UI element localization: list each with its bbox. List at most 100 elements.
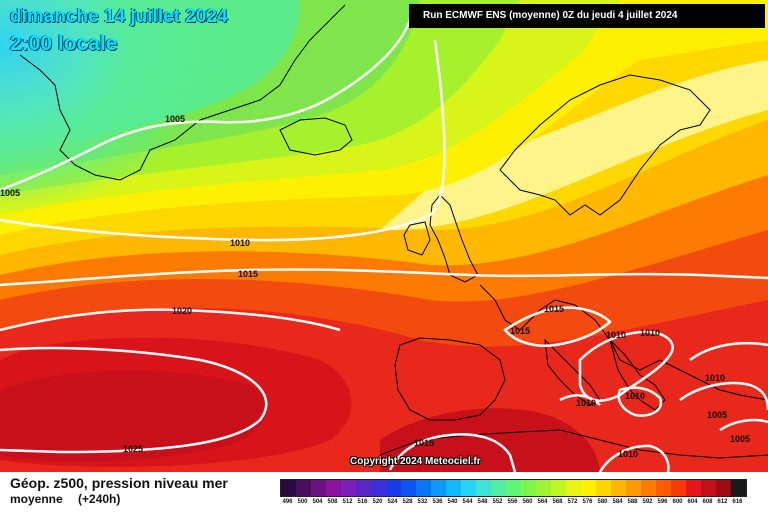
legend-swatch — [371, 480, 386, 496]
iberia-coast — [394, 337, 506, 421]
isobar-label: 1020 — [172, 306, 192, 316]
iceland-coast — [279, 117, 353, 156]
legend-swatch — [671, 480, 686, 496]
legend-label: 504 — [312, 499, 323, 505]
legend-label: 560 — [522, 499, 533, 505]
isobar-1005-north — [0, 19, 412, 192]
legend-label: 548 — [477, 499, 488, 505]
isobar-1005-east — [679, 381, 768, 411]
legend-swatch — [521, 480, 536, 496]
isobar-label: 1015 — [414, 438, 434, 448]
isobar-1015-africa — [388, 433, 517, 472]
lead-time: (+240h) — [78, 492, 121, 506]
legend-swatch — [296, 480, 311, 496]
isobar-label: 1010 — [230, 238, 250, 248]
isobar-1025 — [0, 346, 268, 454]
isobar-1010-east — [689, 341, 768, 362]
isobar-1005-east2 — [719, 418, 768, 432]
isobar-label: 1010 — [576, 398, 596, 408]
legend-label: 512 — [342, 499, 353, 505]
isobar-1010-italy — [578, 330, 674, 402]
legend-swatch — [701, 480, 716, 496]
legend-label: 520 — [372, 499, 383, 505]
isobar-label: 1010 — [606, 330, 626, 340]
legend-swatch — [611, 480, 626, 496]
legend-label: 580 — [597, 499, 608, 505]
legend-label: 596 — [657, 499, 668, 505]
isobar-label: 1010 — [618, 449, 638, 459]
isobar-label: 1005 — [730, 434, 750, 444]
band-pale-yellow — [380, 60, 768, 231]
isobar-1015-alps — [503, 306, 612, 347]
copyright: Copyright 2024 Meteociel.fr — [350, 456, 481, 467]
product-title: Géop. z500, pression niveau mer — [10, 475, 228, 491]
color-legend: 496 500 504 508 512 516 520 524 528 532 536 540 544 5… — [280, 479, 747, 509]
legend-swatch — [656, 480, 671, 496]
legend-label: 524 — [387, 499, 398, 505]
isobar-1020 — [0, 308, 341, 332]
legend-swatch — [641, 480, 656, 496]
legend-label: 604 — [687, 499, 698, 505]
legend-swatch — [491, 480, 506, 496]
product-subtitle: moyenne (+240h) — [10, 492, 132, 506]
isobar-label: 1010 — [705, 373, 725, 383]
britain-coast — [429, 194, 479, 283]
band-deep-red-core — [0, 370, 268, 462]
isobar-1010-greece — [617, 386, 663, 417]
legend-label: 592 — [642, 499, 653, 505]
legend-label: 532 — [417, 499, 428, 505]
legend-swatch — [551, 480, 566, 496]
legend-swatch — [341, 480, 356, 496]
legend-swatch — [581, 480, 596, 496]
isobar-1010-north — [0, 39, 446, 242]
legend-label: 528 — [402, 499, 413, 505]
legend-swatches — [280, 479, 747, 497]
isobar-label: 1015 — [238, 269, 258, 279]
legend-label: 508 — [327, 499, 338, 505]
legend-label: 540 — [447, 499, 458, 505]
legend-swatch — [431, 480, 446, 496]
forecast-date: dimanche 14 juillet 2024 — [10, 6, 228, 27]
greenland-coast — [19, 4, 346, 181]
isobar-label: 1015 — [510, 326, 530, 336]
isobar-label: 1005 — [707, 410, 727, 420]
legend-swatch — [731, 480, 746, 496]
legend-label: 616 — [732, 499, 743, 505]
legend-labels: 496 500 504 508 512 516 520 524 528 532 536 540 544 5… — [280, 499, 747, 509]
legend-swatch — [566, 480, 581, 496]
legend-swatch — [626, 480, 641, 496]
legend-label: 600 — [672, 499, 683, 505]
legend-label: 612 — [717, 499, 728, 505]
legend-label: 536 — [432, 499, 443, 505]
legend-swatch — [386, 480, 401, 496]
isobars — [0, 19, 768, 472]
legend-label: 568 — [552, 499, 563, 505]
isobar-label: 1005 — [165, 114, 185, 124]
legend-label: 572 — [567, 499, 578, 505]
isobar-labels: 1005 1005 1010 1015 1020 1025 1015 1015 … — [0, 114, 750, 459]
isobar-1010-mid — [559, 394, 601, 406]
legend-label: 544 — [462, 499, 473, 505]
legend-label: 608 — [702, 499, 713, 505]
legend-label: 516 — [357, 499, 368, 505]
isobar-1015 — [0, 268, 768, 287]
band-cold-core — [0, 0, 400, 300]
italy-coast — [544, 338, 601, 406]
legend-label: 584 — [612, 499, 623, 505]
legend-swatch — [356, 480, 371, 496]
north-africa-coast — [379, 429, 768, 459]
isobar-1010-africa — [598, 444, 670, 472]
legend-swatch — [461, 480, 476, 496]
legend-swatch — [281, 480, 296, 496]
legend-label: 552 — [492, 499, 503, 505]
isobar-label: 1010 — [625, 391, 645, 401]
legend-swatch — [506, 480, 521, 496]
legend-swatch — [686, 480, 701, 496]
legend-swatch — [596, 480, 611, 496]
legend-swatch — [476, 480, 491, 496]
legend-label: 564 — [537, 499, 548, 505]
legend-swatch — [416, 480, 431, 496]
legend-label: 588 — [627, 499, 638, 505]
scandinavia-coast — [499, 74, 711, 216]
isobar-label: 1025 — [123, 444, 143, 454]
